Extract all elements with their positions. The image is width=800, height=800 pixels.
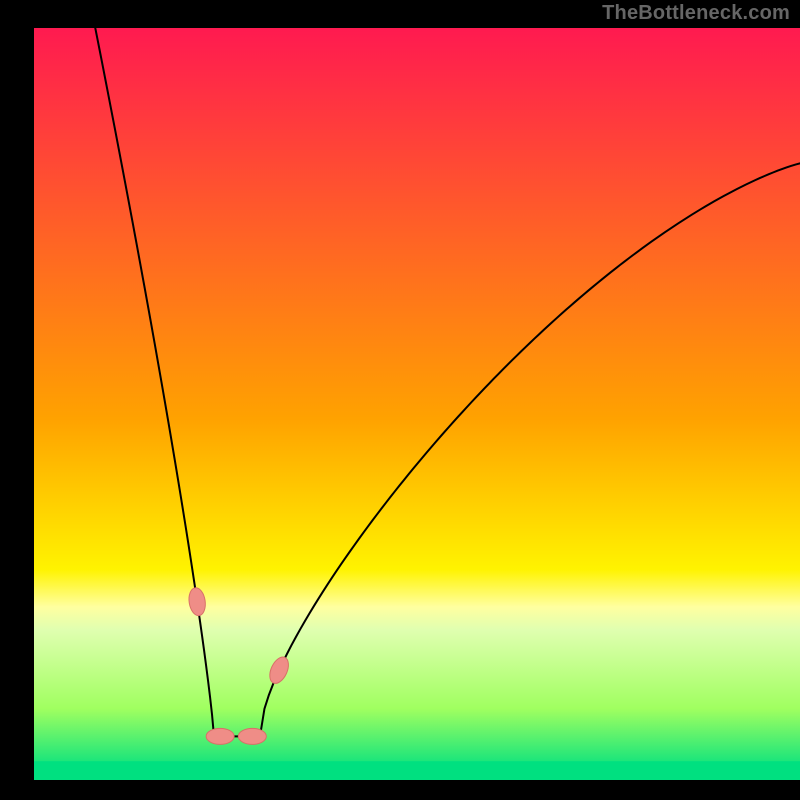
- gradient-background: [34, 28, 800, 780]
- chart-root: TheBottleneck.com: [0, 0, 800, 800]
- plot-area: [34, 28, 800, 780]
- watermark-text: TheBottleneck.com: [602, 2, 790, 25]
- curve-marker: [206, 728, 234, 744]
- bottom-band: [34, 761, 800, 780]
- curve-marker: [238, 728, 266, 744]
- chart-svg: [34, 28, 800, 780]
